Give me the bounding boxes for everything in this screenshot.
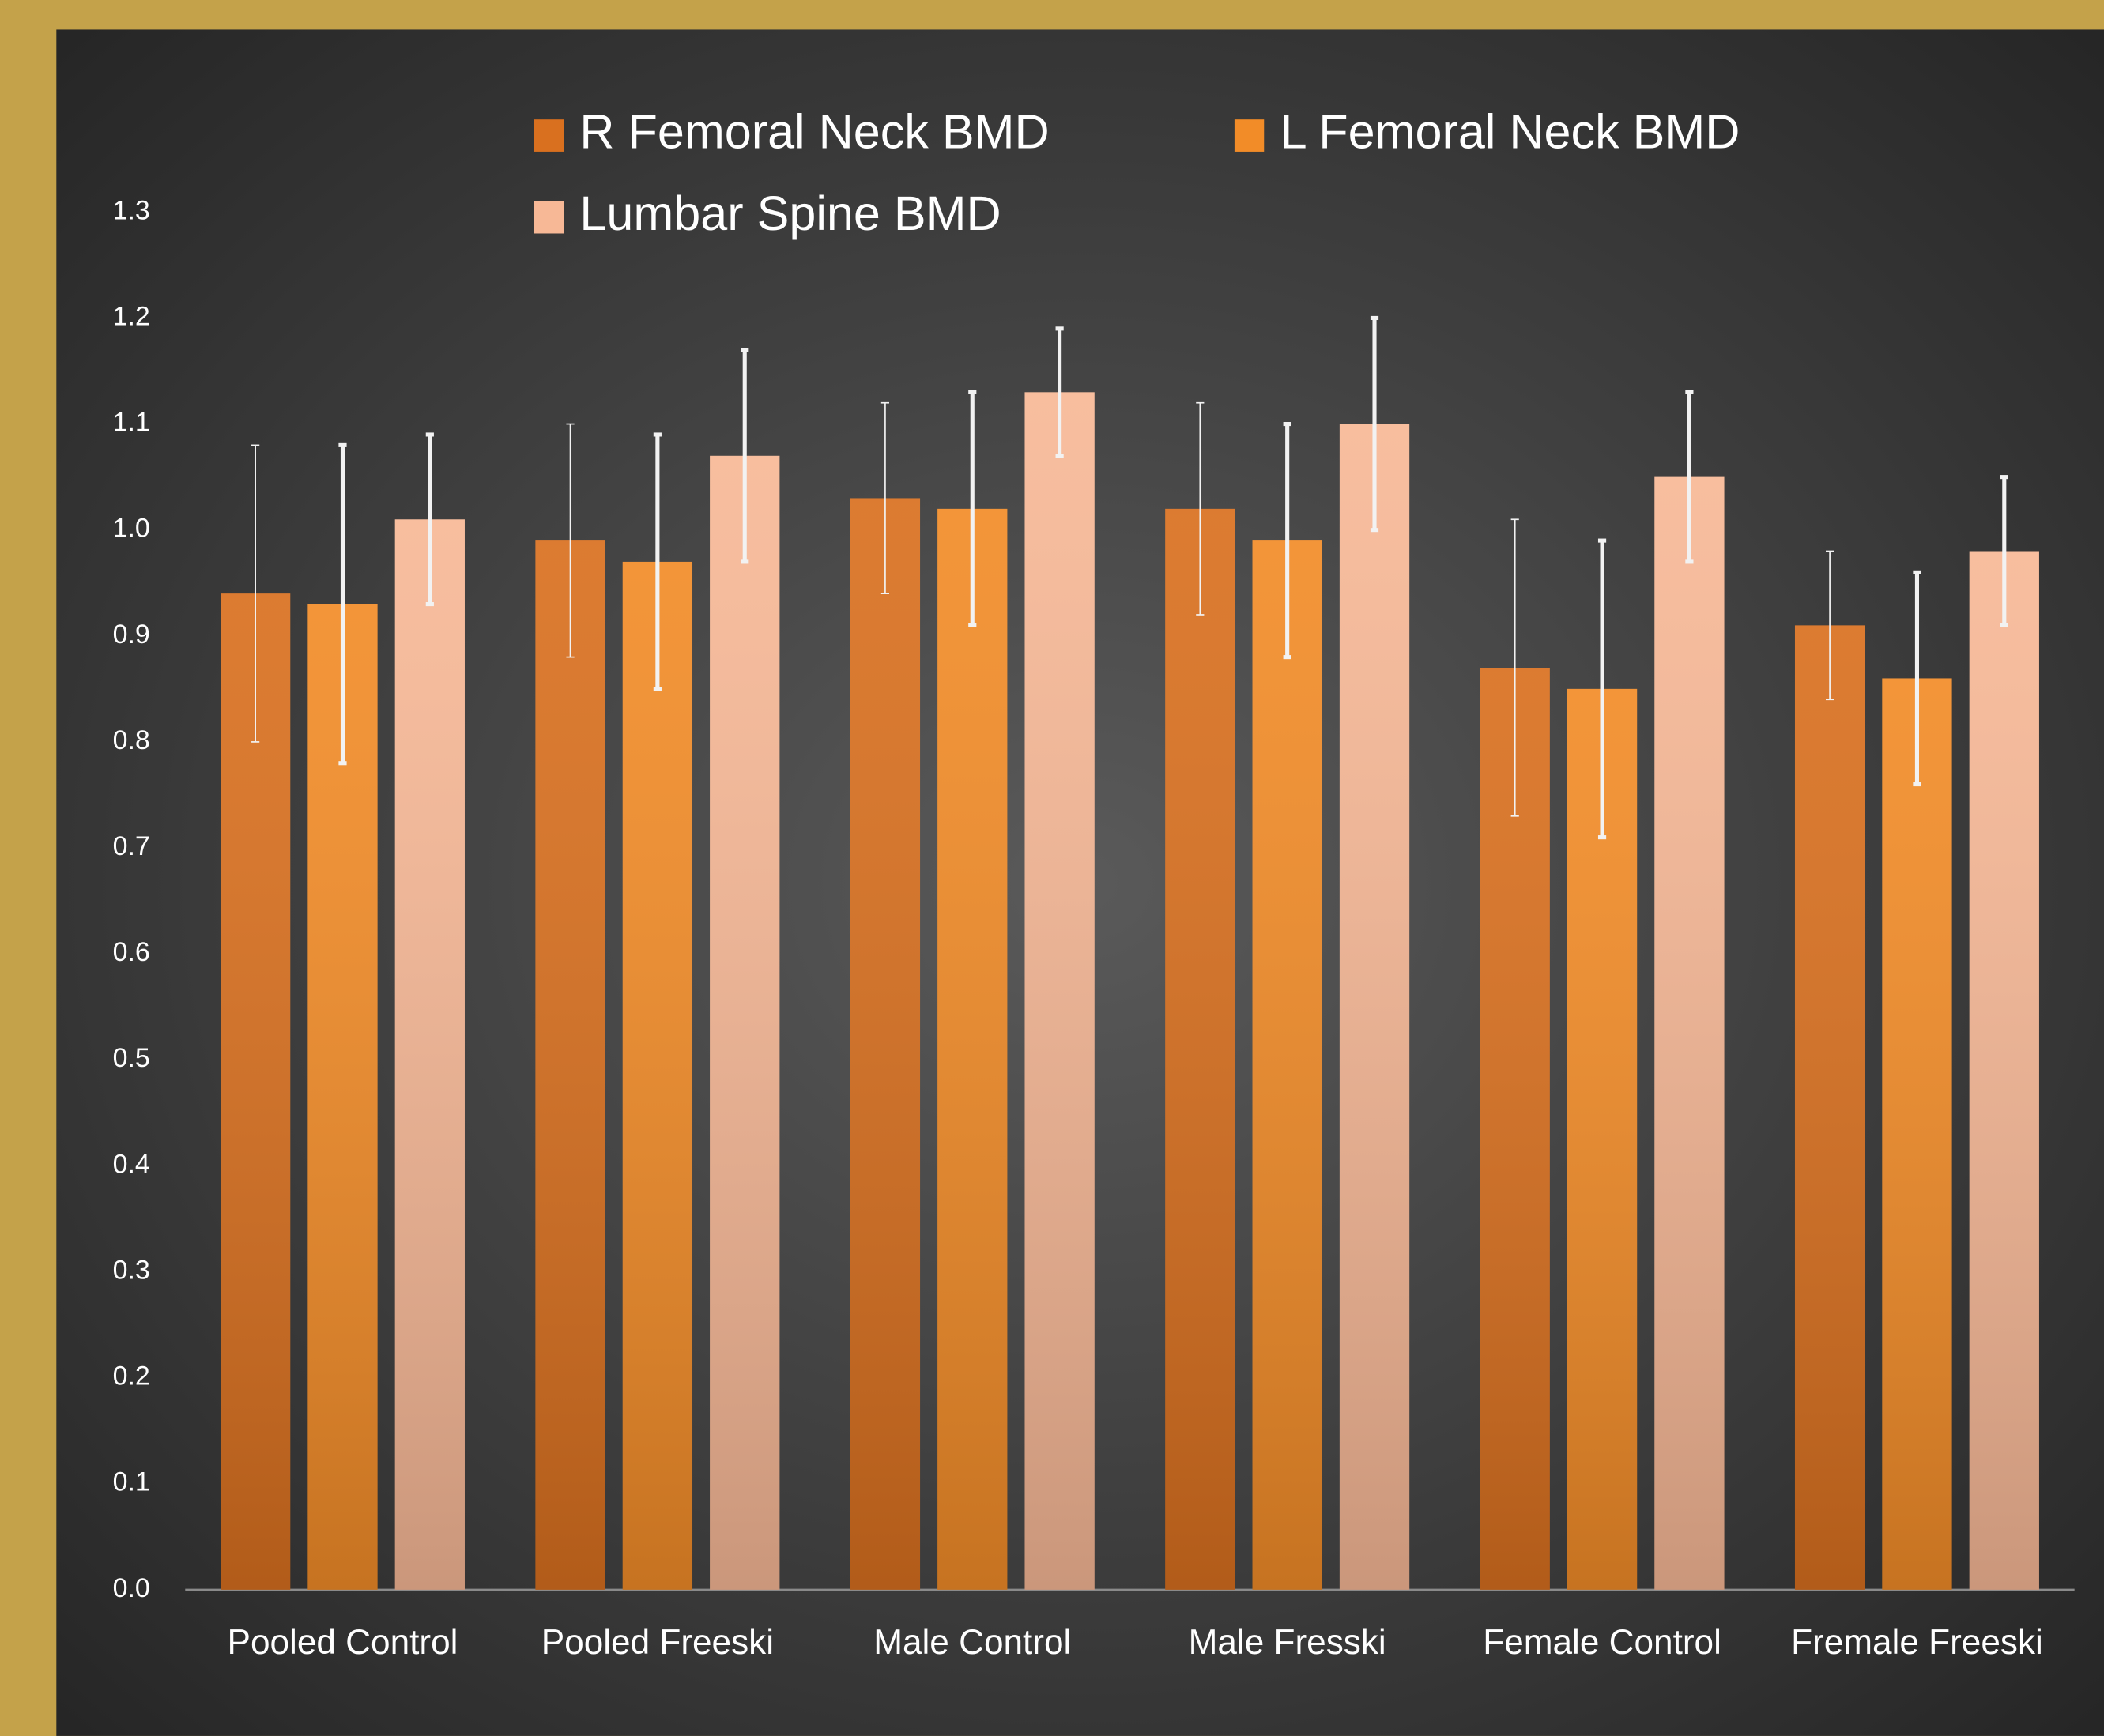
error-bar (653, 432, 662, 691)
error-bar (1597, 538, 1607, 840)
bar-shade (1165, 508, 1235, 1590)
x-tick-label: Male Fresski (1189, 1623, 1386, 1662)
error-bar (2000, 475, 2008, 627)
bar-shade (1969, 551, 2039, 1590)
error-bar (1055, 326, 1064, 458)
y-tick-label: 0.1 (113, 1467, 150, 1497)
bar-shade (1024, 392, 1095, 1590)
error-bar (1685, 390, 1694, 564)
bar-shade (850, 498, 921, 1590)
legend-swatch (534, 201, 564, 234)
error-bar (425, 432, 434, 607)
error-bar (1826, 550, 1834, 701)
bar-shade (394, 519, 465, 1590)
error-bar (1913, 570, 1921, 787)
legend-swatch (1234, 119, 1265, 152)
x-tick-label: Male Control (873, 1623, 1071, 1662)
error-bar (741, 348, 749, 564)
error-bar (1510, 518, 1519, 817)
bar-shade (710, 455, 780, 1590)
y-tick-label: 0.4 (113, 1149, 150, 1179)
y-tick-label: 0.7 (113, 831, 150, 861)
error-bar (338, 442, 347, 766)
y-tick-label: 1.2 (113, 301, 150, 331)
bar-shade (1252, 540, 1322, 1590)
legend-label: L Femoral Neck BMD (1280, 105, 1740, 159)
x-tick-label: Fremale Freeski (1791, 1623, 2043, 1662)
legend-label: Lumbar Spine BMD (579, 186, 1001, 240)
bar-shade (937, 508, 1008, 1590)
error-bar (1196, 401, 1205, 616)
error-bar (1283, 422, 1291, 660)
y-tick-label: 0.0 (113, 1573, 150, 1603)
y-tick-label: 0.2 (113, 1361, 150, 1391)
bar-shade (220, 593, 291, 1590)
error-bar (1370, 315, 1379, 533)
y-tick-label: 1.3 (113, 195, 150, 225)
y-tick-label: 1.1 (113, 408, 150, 438)
bar-shade (1480, 668, 1550, 1590)
y-tick-label: 0.9 (113, 619, 150, 650)
x-tick-label: Pooled Control (228, 1623, 458, 1662)
y-tick-label: 0.8 (113, 725, 150, 755)
legend-label: R Femoral Neck BMD (579, 105, 1049, 159)
x-tick-label: Pooled Freeski (541, 1623, 774, 1662)
bar-shade (1339, 424, 1410, 1590)
bar-shade (307, 604, 378, 1590)
y-tick-label: 0.5 (113, 1043, 150, 1073)
error-bar (251, 444, 260, 743)
y-tick-label: 1.0 (113, 514, 150, 544)
y-tick-label: 0.6 (113, 937, 150, 967)
error-bar (880, 401, 890, 594)
error-bar (968, 390, 977, 627)
legend-swatch (534, 119, 564, 152)
bar-shade (535, 540, 605, 1590)
bar-shade (1654, 476, 1725, 1590)
bar-shade (622, 561, 693, 1590)
bar-shade (1794, 625, 1865, 1590)
y-tick-label: 0.3 (113, 1255, 150, 1285)
error-bar (566, 423, 575, 658)
x-tick-label: Female Control (1483, 1623, 1721, 1662)
bar-shade (1882, 678, 1952, 1590)
